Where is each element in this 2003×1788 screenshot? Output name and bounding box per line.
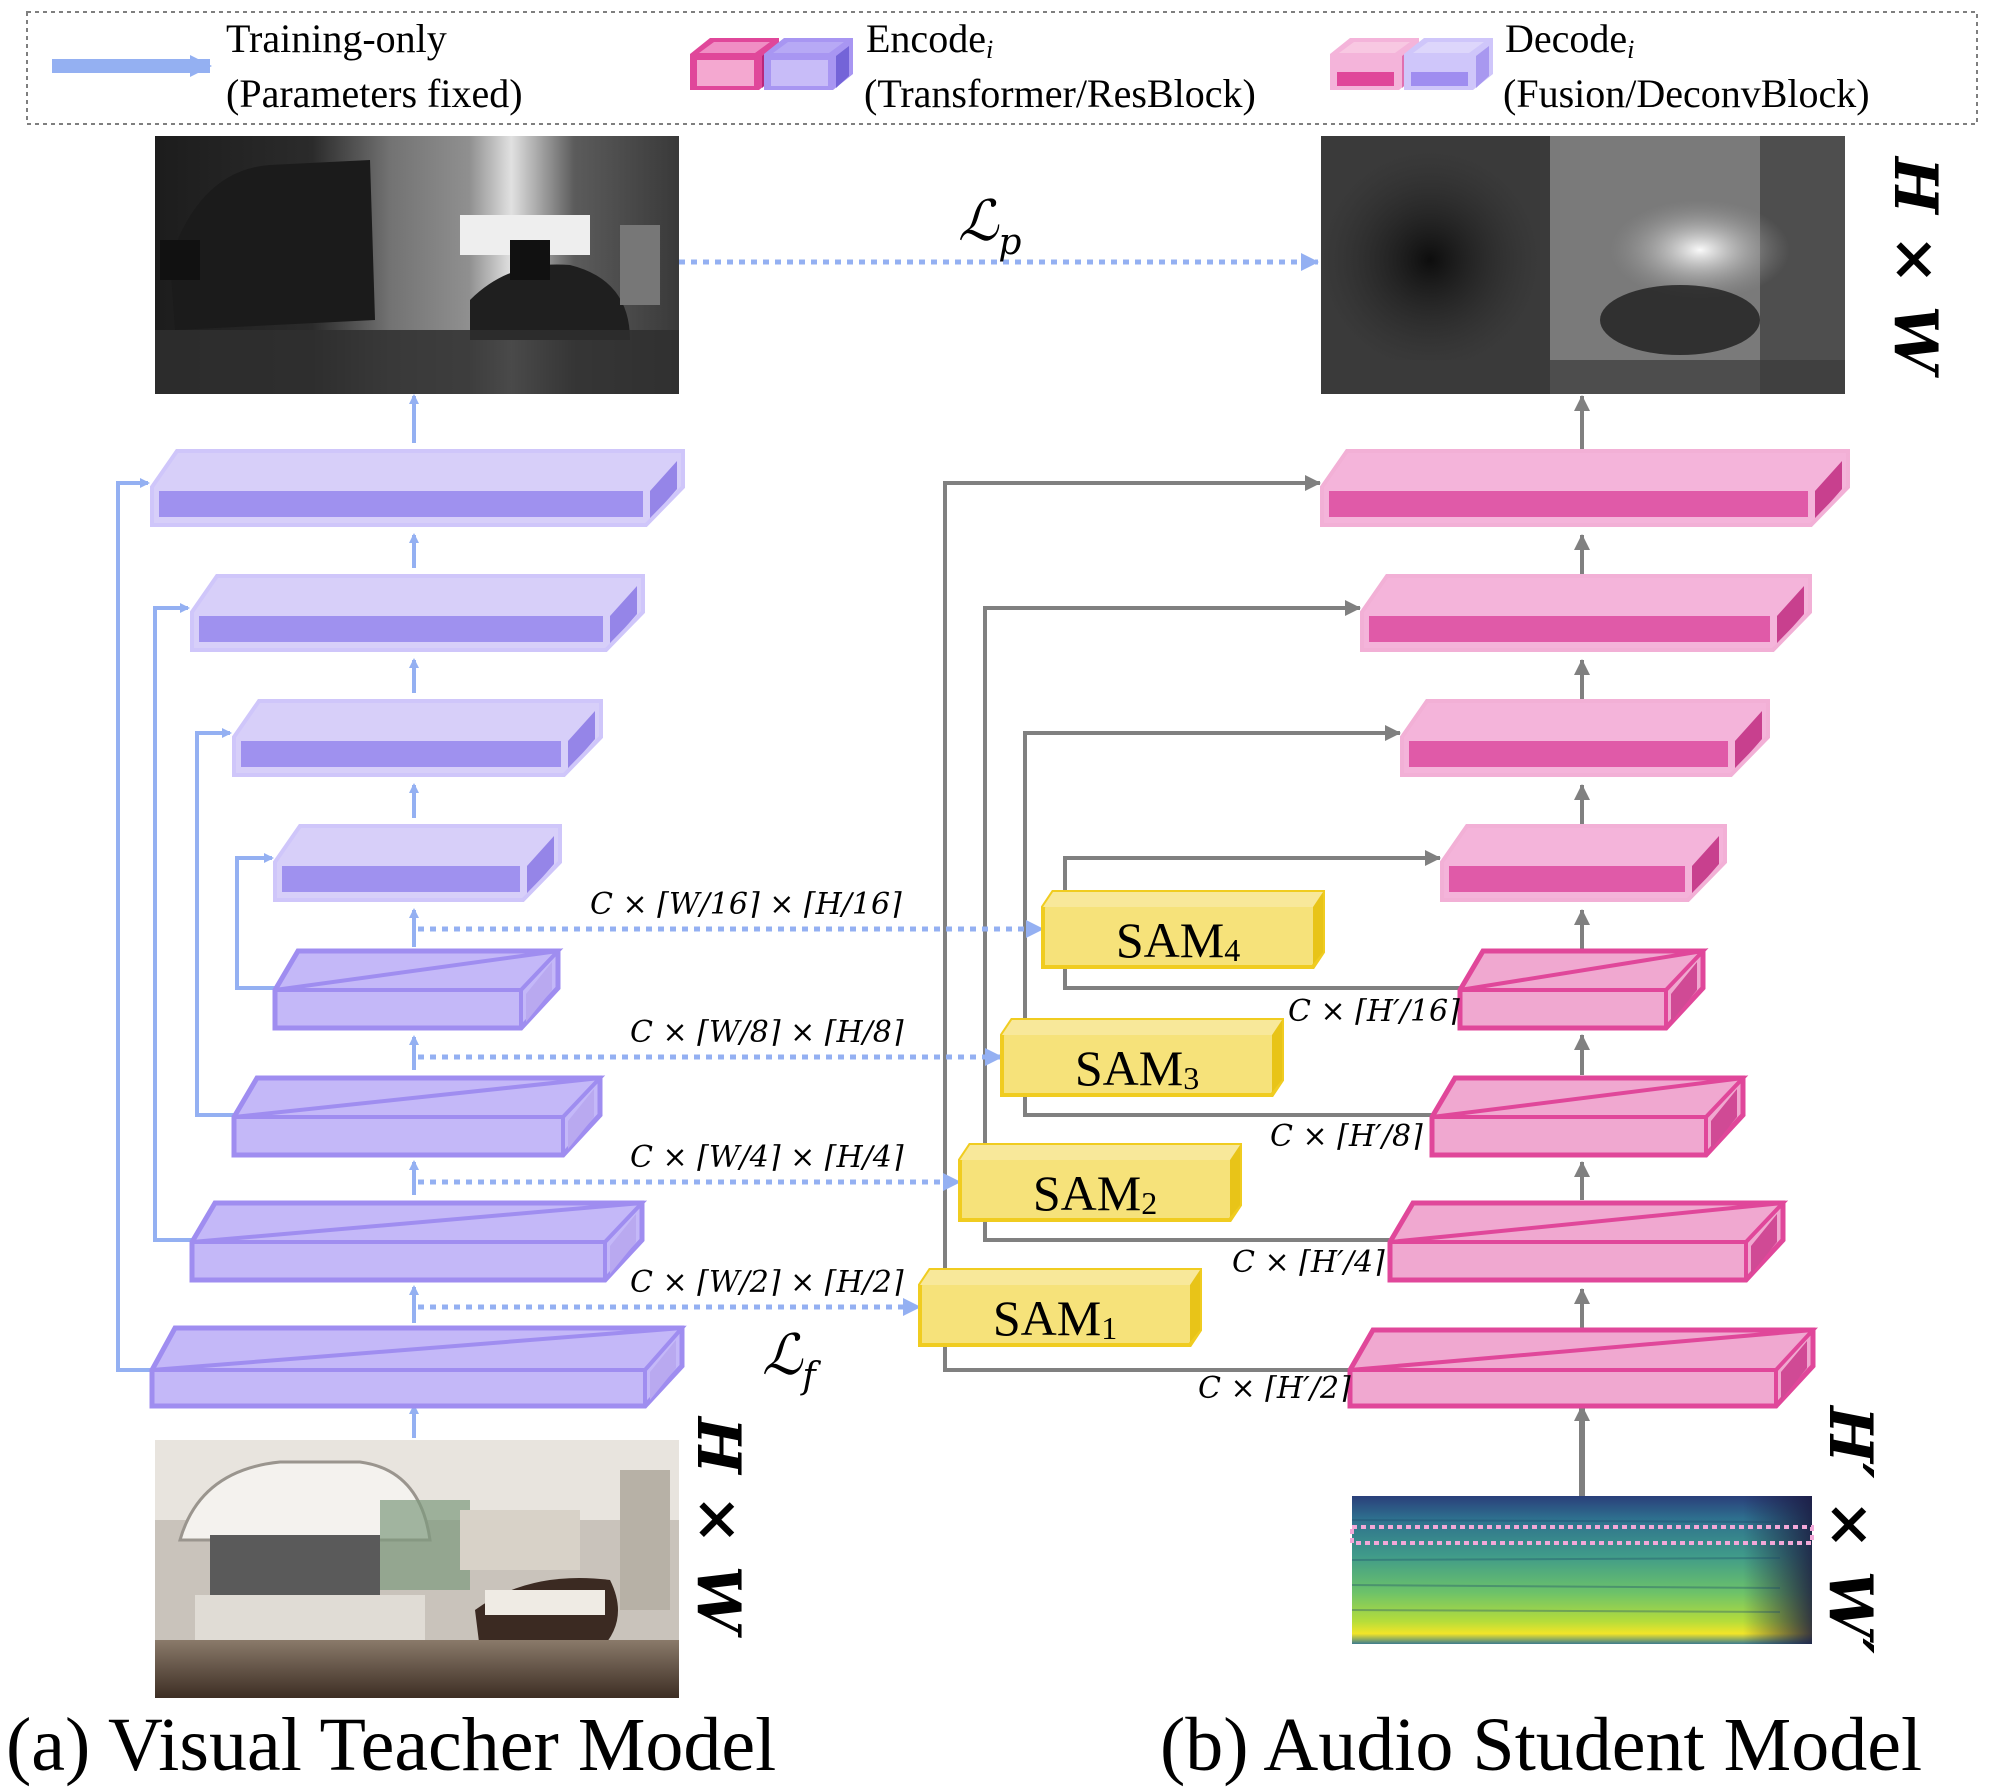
- student-decoder-block-3: [1400, 699, 1770, 777]
- legend-parameters-label: (Parameters fixed): [226, 71, 523, 116]
- teacher-feature-label-1: C × ⌈W/2⌉ × ⌈H/2⌉: [630, 1265, 904, 1300]
- student-decoder-block-2: [1360, 574, 1812, 652]
- teacher-encoder: [149, 948, 687, 1409]
- spectrogram-slice-marker: [1350, 1525, 1814, 1545]
- sam-modules: SAM1 SAM2 SAM3 SAM4: [918, 890, 1325, 1347]
- sam-module-3-label: SAM3: [1075, 1040, 1199, 1096]
- student-decoder-block-1: [1320, 449, 1850, 527]
- legend-decode-icon: [1330, 38, 1493, 90]
- teacher-decoder-block-3: [232, 699, 603, 777]
- student-feature-label-4: C × ⌈H′/16⌉: [1288, 994, 1460, 1029]
- student-output-dim: H × W: [1880, 155, 1950, 379]
- sam-module-2: SAM2: [958, 1143, 1242, 1222]
- teacher-decoder-block-4: [273, 824, 562, 902]
- student-skip-connections: [943, 475, 1473, 1372]
- student-feature-labels: C × ⌈H′/2⌉ C × ⌈H′/4⌉ C × ⌈H′/8⌉ C × ⌈H′…: [1198, 994, 1460, 1406]
- teacher-skip-connections: [116, 478, 275, 1372]
- teacher-encoder-block-3: [231, 1075, 606, 1158]
- legend-encode-label: Encodei: [866, 16, 993, 64]
- student-feature-label-1: C × ⌈H′/2⌉: [1198, 1371, 1351, 1406]
- student-input-spectrogram: [1350, 1496, 1814, 1644]
- student-encoder: [1347, 948, 1818, 1409]
- teacher-encoder-block-4: [272, 948, 564, 1031]
- sam-module-1-label: SAM1: [993, 1290, 1117, 1346]
- student-depth-map: [1320, 136, 1845, 394]
- teacher-input-dim: H × W: [683, 1415, 753, 1639]
- lf-loss-label: ℒf: [762, 1323, 821, 1397]
- sam-module-1: SAM1: [918, 1268, 1202, 1347]
- teacher-depth-map: [155, 136, 679, 394]
- student-encoder-block-1: [1347, 1327, 1818, 1409]
- student-encoder-block-4: [1457, 948, 1709, 1031]
- student-encoder-block-2: [1387, 1200, 1789, 1283]
- legend-border: [26, 11, 1978, 125]
- teacher-feature-label-2: C × ⌈W/4⌉ × ⌈H/4⌉: [630, 1140, 904, 1175]
- teacher-caption: (a) Visual Teacher Model: [6, 1703, 776, 1787]
- student-input-dim: H′ × W′: [1815, 1404, 1885, 1654]
- legend-training-label: Training-only: [226, 16, 447, 61]
- legend-encode-icon: [690, 38, 853, 90]
- teacher-encoder-block-1: [149, 1325, 687, 1409]
- student-decoder: [1320, 449, 1850, 902]
- sam-module-4: SAM4: [1041, 890, 1325, 969]
- student-feature-label-2: C × ⌈H′/4⌉: [1232, 1245, 1385, 1280]
- legend-encode-desc: (Transformer/ResBlock): [864, 71, 1256, 116]
- legend-decode-desc: (Fusion/DeconvBlock): [1503, 71, 1870, 116]
- student-caption: (b) Audio Student Model: [1160, 1703, 1922, 1787]
- sam-module-2-label: SAM2: [1033, 1165, 1157, 1221]
- student-feature-label-3: C × ⌈H′/8⌉: [1270, 1119, 1423, 1154]
- teacher-feature-label-4: C × ⌈W/16⌉ × ⌈H/16⌉: [590, 887, 902, 922]
- legend: Training-only (Parameters fixed) Encodei…: [26, 11, 1978, 125]
- legend-decode-label: Decodei: [1505, 16, 1634, 64]
- teacher-feature-labels: C × ⌈W/2⌉ × ⌈H/2⌉ C × ⌈W/4⌉ × ⌈H/4⌉ C × …: [590, 887, 904, 1300]
- sam-module-3: SAM3: [1000, 1018, 1284, 1097]
- teacher-input-panorama: [155, 1440, 679, 1698]
- feature-distill-arrows: [418, 920, 1044, 1316]
- sam-module-4-label: SAM4: [1116, 912, 1240, 968]
- teacher-decoder: [150, 449, 685, 902]
- student-decoder-block-4: [1440, 824, 1727, 902]
- student-encoder-block-3: [1429, 1075, 1749, 1158]
- lp-loss-label: ℒp: [958, 189, 1021, 263]
- teacher-feature-label-3: C × ⌈W/8⌉ × ⌈H/8⌉: [630, 1015, 904, 1050]
- teacher-decoder-block-2: [190, 574, 645, 652]
- teacher-encoder-block-2: [189, 1200, 648, 1283]
- teacher-decoder-block-1: [150, 449, 685, 527]
